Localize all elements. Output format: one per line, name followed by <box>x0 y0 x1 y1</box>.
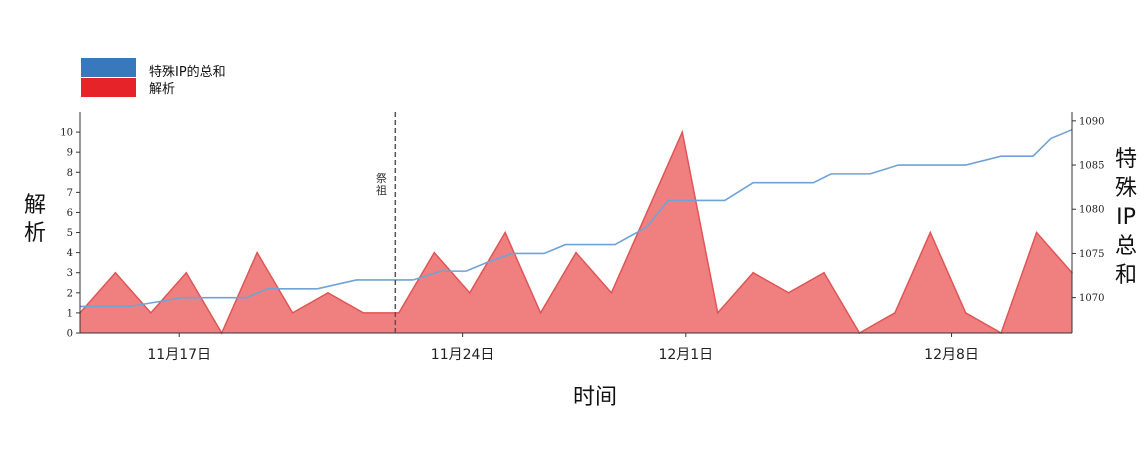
data-point-resolution <box>362 312 365 314</box>
x-tick-label: 12月8日 <box>924 347 979 363</box>
y-left-tick-label: 9 <box>67 148 73 159</box>
y-left-tick-label: 3 <box>67 268 73 279</box>
y-right-title-char: IP <box>1116 205 1136 230</box>
data-point-resolution <box>185 271 188 274</box>
series-area-resolution <box>80 132 1072 333</box>
annotation-char: 祖 <box>376 183 387 197</box>
data-point-resolution <box>575 251 577 254</box>
data-point-resolution <box>114 271 117 274</box>
legend-swatch-ip-sum <box>81 58 136 77</box>
plot-area: 0 1 2 3 4 5 6 7 8 9 10 1070 1075 1080 1085 1090 11月17日 11… <box>60 112 1104 363</box>
legend-label-resolution: 解析 <box>149 82 175 97</box>
y-left-tick-label: 0 <box>67 329 73 340</box>
legend-swatch-resolution <box>81 78 136 97</box>
data-point-resolution <box>681 131 684 133</box>
annotation-label: 祭祖 <box>376 172 387 197</box>
data-point-resolution <box>504 231 506 234</box>
y-right-tick-label: 1070 <box>1079 293 1104 304</box>
y-left-tick-label: 1 <box>67 308 73 319</box>
legend: 特殊IP的总和 解析 <box>81 58 226 97</box>
data-point-resolution <box>256 251 258 254</box>
legend-label-ip-sum: 特殊IP的总和 <box>149 64 226 80</box>
annotation-char: 祭 <box>376 172 387 185</box>
y-left-title-char: 析 <box>24 221 46 246</box>
data-point-resolution <box>964 312 967 314</box>
y-left-tick-label: 6 <box>67 208 73 219</box>
x-tick-label: 12月1日 <box>658 347 713 363</box>
data-point-resolution <box>327 292 329 294</box>
y-left-tick-label: 8 <box>67 168 73 179</box>
data-point-resolution <box>1035 231 1038 234</box>
y-right-title-char: 特 <box>1115 147 1137 172</box>
series-line-ip-sum <box>80 128 1073 308</box>
data-point-resolution <box>823 271 825 274</box>
x-tick-label: 11月24日 <box>431 347 495 363</box>
data-point-resolution <box>150 312 152 314</box>
x-axis-title: 时间 <box>573 385 617 410</box>
y-right-title-char: 殊 <box>1115 176 1137 201</box>
y-left-tick-label: 7 <box>67 188 73 199</box>
y-right-title-char: 总 <box>1115 234 1137 259</box>
y-axis-right-title: 特殊 IP 总和 <box>1115 147 1137 288</box>
x-tick-label: 11月17日 <box>147 347 211 363</box>
data-point-resolution <box>398 312 400 314</box>
data-point-resolution <box>433 251 436 254</box>
data-point-resolution <box>610 292 613 294</box>
data-point-resolution <box>894 312 896 314</box>
data-point-resolution <box>539 312 542 314</box>
y-left-title-char: 解 <box>24 193 46 218</box>
data-point-resolution <box>291 312 294 314</box>
y-left-tick-label: 4 <box>67 248 73 259</box>
y-right-tick-label: 1080 <box>1079 205 1104 216</box>
data-point-resolution <box>929 231 932 234</box>
data-point-resolution <box>646 211 648 214</box>
y-right-tick-label: 1085 <box>1079 161 1104 172</box>
y-axis-left-title: 解析 <box>24 193 46 246</box>
y-left-tick-label: 2 <box>67 288 73 299</box>
data-point-resolution <box>787 292 790 294</box>
data-point-resolution <box>468 292 471 294</box>
data-point-resolution <box>752 271 754 274</box>
y-right-tick-label: 1075 <box>1079 249 1104 260</box>
data-point-resolution <box>716 312 719 314</box>
y-left-tick-label: 10 <box>60 128 73 139</box>
y-right-tick-label: 1090 <box>1079 116 1104 127</box>
y-left-tick-label: 5 <box>67 228 73 239</box>
y-right-title-char: 和 <box>1115 263 1137 288</box>
